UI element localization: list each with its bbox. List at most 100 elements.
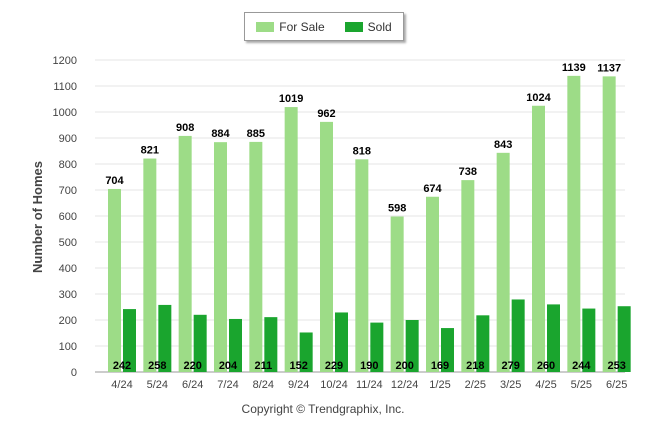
legend-swatch-for-sale <box>256 21 275 32</box>
bar-sold <box>158 304 172 372</box>
y-tick-label: 900 <box>59 133 77 145</box>
data-label-sold: 190 <box>360 360 378 372</box>
legend-item-for-sale[interactable]: For Sale <box>256 19 325 34</box>
y-tick-label: 500 <box>59 237 77 249</box>
y-tick-label: 1000 <box>53 107 77 119</box>
x-tick-label: 5/24 <box>147 379 168 391</box>
bar-for-sale <box>214 142 227 372</box>
bar-sold <box>441 328 454 372</box>
x-tick-label: 9/24 <box>288 379 309 391</box>
bar-for-sale <box>602 76 616 372</box>
y-tick-label: 600 <box>59 211 77 223</box>
data-label-sold: 260 <box>537 360 555 372</box>
data-label-for-sale: 885 <box>247 128 265 140</box>
bar-for-sale <box>461 180 475 372</box>
data-label-for-sale: 1019 <box>279 93 303 105</box>
x-tick-label: 12/24 <box>391 379 419 391</box>
data-label-sold: 152 <box>289 360 307 372</box>
x-tick-label: 8/24 <box>253 379 274 391</box>
bar-sold <box>264 317 278 372</box>
bar-for-sale <box>178 135 192 372</box>
y-tick-label: 800 <box>59 159 77 171</box>
y-tick-label: 0 <box>71 367 77 379</box>
bar-for-sale <box>390 216 404 372</box>
data-label-for-sale: 1139 <box>562 62 586 74</box>
data-label-sold: 253 <box>607 360 625 372</box>
x-tick-label: 7/24 <box>217 379 238 391</box>
x-tick-label: 6/25 <box>606 379 627 391</box>
data-label-for-sale: 738 <box>459 166 477 178</box>
x-tick-label: 1/25 <box>429 379 450 391</box>
copyright-footer: Copyright © Trendgraphix, Inc. <box>241 402 405 416</box>
bar-sold <box>476 315 490 372</box>
data-label-for-sale: 704 <box>105 175 124 187</box>
data-label-sold: 200 <box>395 360 413 372</box>
data-label-sold: 218 <box>466 360 484 372</box>
bar-for-sale <box>284 107 298 372</box>
y-tick-label: 1200 <box>53 55 77 67</box>
bar-sold <box>405 320 419 372</box>
bar-for-sale <box>496 152 510 372</box>
legend-label-for-sale: For Sale <box>279 19 325 34</box>
data-label-for-sale: 674 <box>423 183 442 195</box>
bar-sold <box>229 318 242 372</box>
data-label-sold: 211 <box>254 360 272 372</box>
data-label-for-sale: 962 <box>317 108 335 120</box>
bar-sold <box>582 308 596 372</box>
data-label-sold: 244 <box>572 360 591 372</box>
data-label-sold: 220 <box>183 360 201 372</box>
bar-sold <box>511 299 525 372</box>
data-label-for-sale: 884 <box>211 128 230 140</box>
y-tick-label: 1100 <box>53 81 77 93</box>
data-label-sold: 229 <box>325 360 343 372</box>
x-tick-labels: 4/24 5/24 6/24 7/24 8/24 9/24 10/24 11/24 12/24 1… <box>111 379 627 391</box>
bar-sold <box>617 306 631 372</box>
x-tick-label: 10/24 <box>320 379 348 391</box>
y-tick-label: 700 <box>59 185 77 197</box>
legend-swatch-sold <box>344 21 363 32</box>
data-label-sold: 258 <box>148 360 166 372</box>
data-label-sold: 204 <box>219 360 238 372</box>
legend: For Sale Sold <box>244 12 404 41</box>
x-tick-label: 4/24 <box>111 379 132 391</box>
y-tick-label: 300 <box>59 289 77 301</box>
bar-for-sale <box>567 75 581 373</box>
y-tick-labels: 0 100 200 300 400 500 600 700 800 900 1000 1100 1200 <box>53 55 77 379</box>
bar-for-sale <box>355 159 369 372</box>
x-tick-label: 6/24 <box>182 379 203 391</box>
bar-sold <box>193 314 207 372</box>
x-tick-label: 2/25 <box>465 379 486 391</box>
y-tick-label: 100 <box>59 341 77 353</box>
data-label-sold: 242 <box>113 360 131 372</box>
bars <box>108 75 631 373</box>
bar-sold <box>335 312 348 372</box>
data-label-for-sale: 1024 <box>526 92 551 104</box>
y-tick-label: 200 <box>59 315 77 327</box>
y-tick-label: 400 <box>59 263 77 275</box>
x-tick-label: 4/25 <box>535 379 556 391</box>
bar-for-sale <box>426 196 439 372</box>
data-label-for-sale: 908 <box>176 122 194 134</box>
bar-for-sale <box>249 141 263 372</box>
x-tick-label: 5/25 <box>571 379 592 391</box>
bar-sold <box>370 322 384 372</box>
bar-for-sale <box>320 121 333 372</box>
bar-sold <box>299 332 313 372</box>
bar-sold <box>547 304 560 372</box>
bar-for-sale <box>108 188 121 372</box>
y-axis-label: Number of Homes <box>30 161 45 273</box>
x-tick-label: 11/24 <box>356 379 383 391</box>
bar-for-sale <box>532 105 545 372</box>
x-tick-label: 3/25 <box>500 379 521 391</box>
data-labels: 704 242 821 258 908 220 884 204 885 211 1019 152 962… <box>105 62 626 372</box>
bar-for-sale <box>143 158 157 372</box>
data-label-for-sale: 843 <box>494 139 512 151</box>
data-label-for-sale: 818 <box>353 145 371 157</box>
legend-item-sold[interactable]: Sold <box>344 19 392 34</box>
bar-sold <box>123 309 136 372</box>
data-label-sold: 279 <box>501 360 519 372</box>
data-label-sold: 169 <box>431 360 449 372</box>
data-label-for-sale: 598 <box>388 203 406 215</box>
legend-label-sold: Sold <box>367 19 392 34</box>
